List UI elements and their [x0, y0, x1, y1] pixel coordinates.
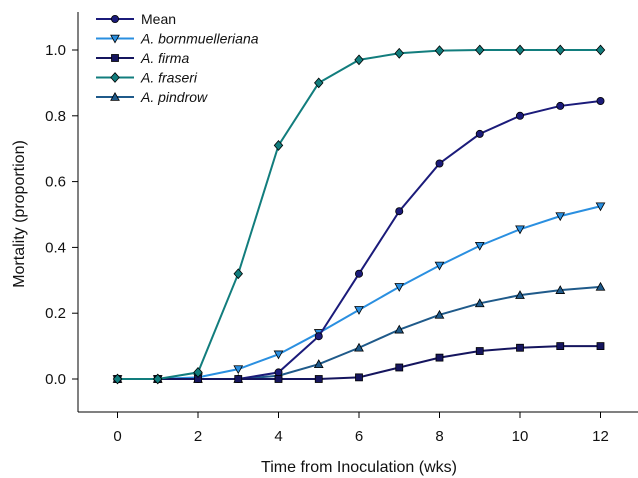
- data-point-a-fraseri: [193, 367, 203, 378]
- data-point-a-pindrow: [595, 281, 606, 291]
- data-point-a-bornmuelleriana: [394, 283, 405, 292]
- series-layer: [112, 44, 606, 385]
- data-point-a-bornmuelleriana: [354, 306, 364, 315]
- legend-label-a-fraseri: A. fraseri: [140, 70, 198, 86]
- data-point-a-fraseri: [273, 140, 284, 151]
- data-point-a-bornmuelleriana: [555, 212, 566, 222]
- series-a-fraseri: [112, 44, 606, 385]
- legend-marker-a-fraseri: [110, 72, 120, 83]
- x-tick-label: 12: [592, 428, 609, 445]
- data-point-a-fraseri: [153, 373, 163, 385]
- data-point-a-pindrow: [313, 359, 324, 368]
- data-point-a-fraseri: [434, 45, 445, 57]
- series-a-pindrow: [112, 281, 606, 383]
- data-point-a-fraseri: [314, 77, 324, 89]
- data-point-a-bornmuelleriana: [434, 261, 445, 271]
- legend: Mean A. bornmuelleriana A. firma A. fraseri…: [96, 11, 259, 105]
- data-point-a-pindrow: [434, 309, 445, 319]
- data-point-a-fraseri: [555, 44, 565, 56]
- data-point-a-fraseri: [394, 47, 404, 59]
- data-point-mean: [556, 101, 565, 110]
- data-point-a-firma: [435, 353, 444, 362]
- axes: 0.0 0.2 0.4 0.6 0.8 1.0 0 2 4 6 8 10 12: [45, 12, 638, 445]
- data-point-a-bornmuelleriana: [233, 365, 244, 375]
- data-point-a-firma: [274, 375, 283, 383]
- legend-item-a-bornmuelleriana: A. bornmuelleriana: [96, 31, 259, 47]
- data-point-a-firma: [234, 375, 243, 383]
- legend-label-a-pindrow: A. pindrow: [140, 89, 208, 105]
- data-point-mean: [274, 368, 283, 377]
- data-point-mean: [314, 332, 323, 341]
- data-point-a-fraseri: [515, 44, 525, 56]
- data-point-a-fraseri: [354, 54, 364, 66]
- data-point-mean: [395, 207, 404, 216]
- x-tick-label: 6: [355, 428, 363, 445]
- y-tick-label: 0.6: [45, 174, 66, 191]
- data-point-a-fraseri: [112, 373, 123, 385]
- legend-item-a-fraseri: A. fraseri: [96, 70, 198, 86]
- data-point-a-bornmuelleriana: [595, 202, 606, 212]
- data-point-mean: [475, 129, 484, 138]
- data-point-a-pindrow: [474, 298, 485, 308]
- data-point-a-firma: [355, 373, 363, 382]
- data-point-a-firma: [556, 342, 565, 351]
- data-point-a-fraseri: [475, 44, 485, 56]
- x-axis-title: Time from Inoculation (wks): [261, 459, 457, 476]
- y-axis-title: Mortality (proportion): [11, 140, 28, 288]
- data-point-a-pindrow: [555, 285, 566, 294]
- y-tick-label: 0.8: [45, 108, 66, 125]
- data-point-a-firma: [516, 343, 524, 352]
- x-tick-label: 0: [113, 428, 121, 445]
- legend-label-mean: Mean: [141, 11, 176, 27]
- series-line-a-pindrow: [117, 285, 601, 380]
- x-tick-label: 8: [435, 428, 443, 445]
- data-point-a-bornmuelleriana: [474, 241, 485, 251]
- data-point-mean: [596, 96, 605, 105]
- data-point-a-pindrow: [394, 324, 405, 334]
- data-point-a-fraseri: [233, 268, 243, 280]
- series-line-a-bornmuelleriana: [117, 205, 601, 380]
- data-point-a-firma: [596, 342, 605, 351]
- x-tick-label: 2: [194, 428, 202, 445]
- legend-item-a-firma: A. firma: [96, 50, 189, 66]
- data-point-a-bornmuelleriana: [273, 350, 284, 360]
- legend-marker-a-bornmuelleriana: [110, 34, 120, 44]
- data-point-mean: [435, 159, 444, 168]
- legend-label-a-bornmuelleriana: A. bornmuelleriana: [140, 31, 259, 47]
- data-point-mean: [516, 111, 525, 120]
- legend-marker-mean: [111, 14, 120, 23]
- series-mean: [113, 96, 605, 383]
- legend-marker-a-firma: [111, 54, 119, 62]
- y-tick-label: 0.0: [45, 371, 66, 388]
- data-point-a-firma: [314, 375, 323, 383]
- y-tick-label: 1.0: [45, 42, 66, 59]
- legend-item-a-pindrow: A. pindrow: [96, 89, 208, 105]
- legend-marker-a-pindrow: [110, 91, 120, 101]
- series-line-mean: [117, 100, 601, 380]
- data-point-mean: [354, 269, 363, 278]
- data-point-a-firma: [475, 347, 484, 355]
- data-point-a-firma: [395, 363, 404, 372]
- data-point-a-bornmuelleriana: [515, 225, 525, 235]
- y-tick-label: 0.4: [45, 239, 66, 256]
- legend-item-mean: Mean: [96, 11, 176, 27]
- data-point-a-fraseri: [595, 44, 606, 56]
- data-point-a-pindrow: [515, 290, 525, 299]
- x-tick-label: 4: [274, 428, 282, 445]
- data-point-a-pindrow: [354, 342, 364, 352]
- legend-label-a-firma: A. firma: [140, 50, 189, 66]
- x-tick-label: 10: [512, 428, 529, 445]
- y-tick-label: 0.2: [45, 305, 66, 322]
